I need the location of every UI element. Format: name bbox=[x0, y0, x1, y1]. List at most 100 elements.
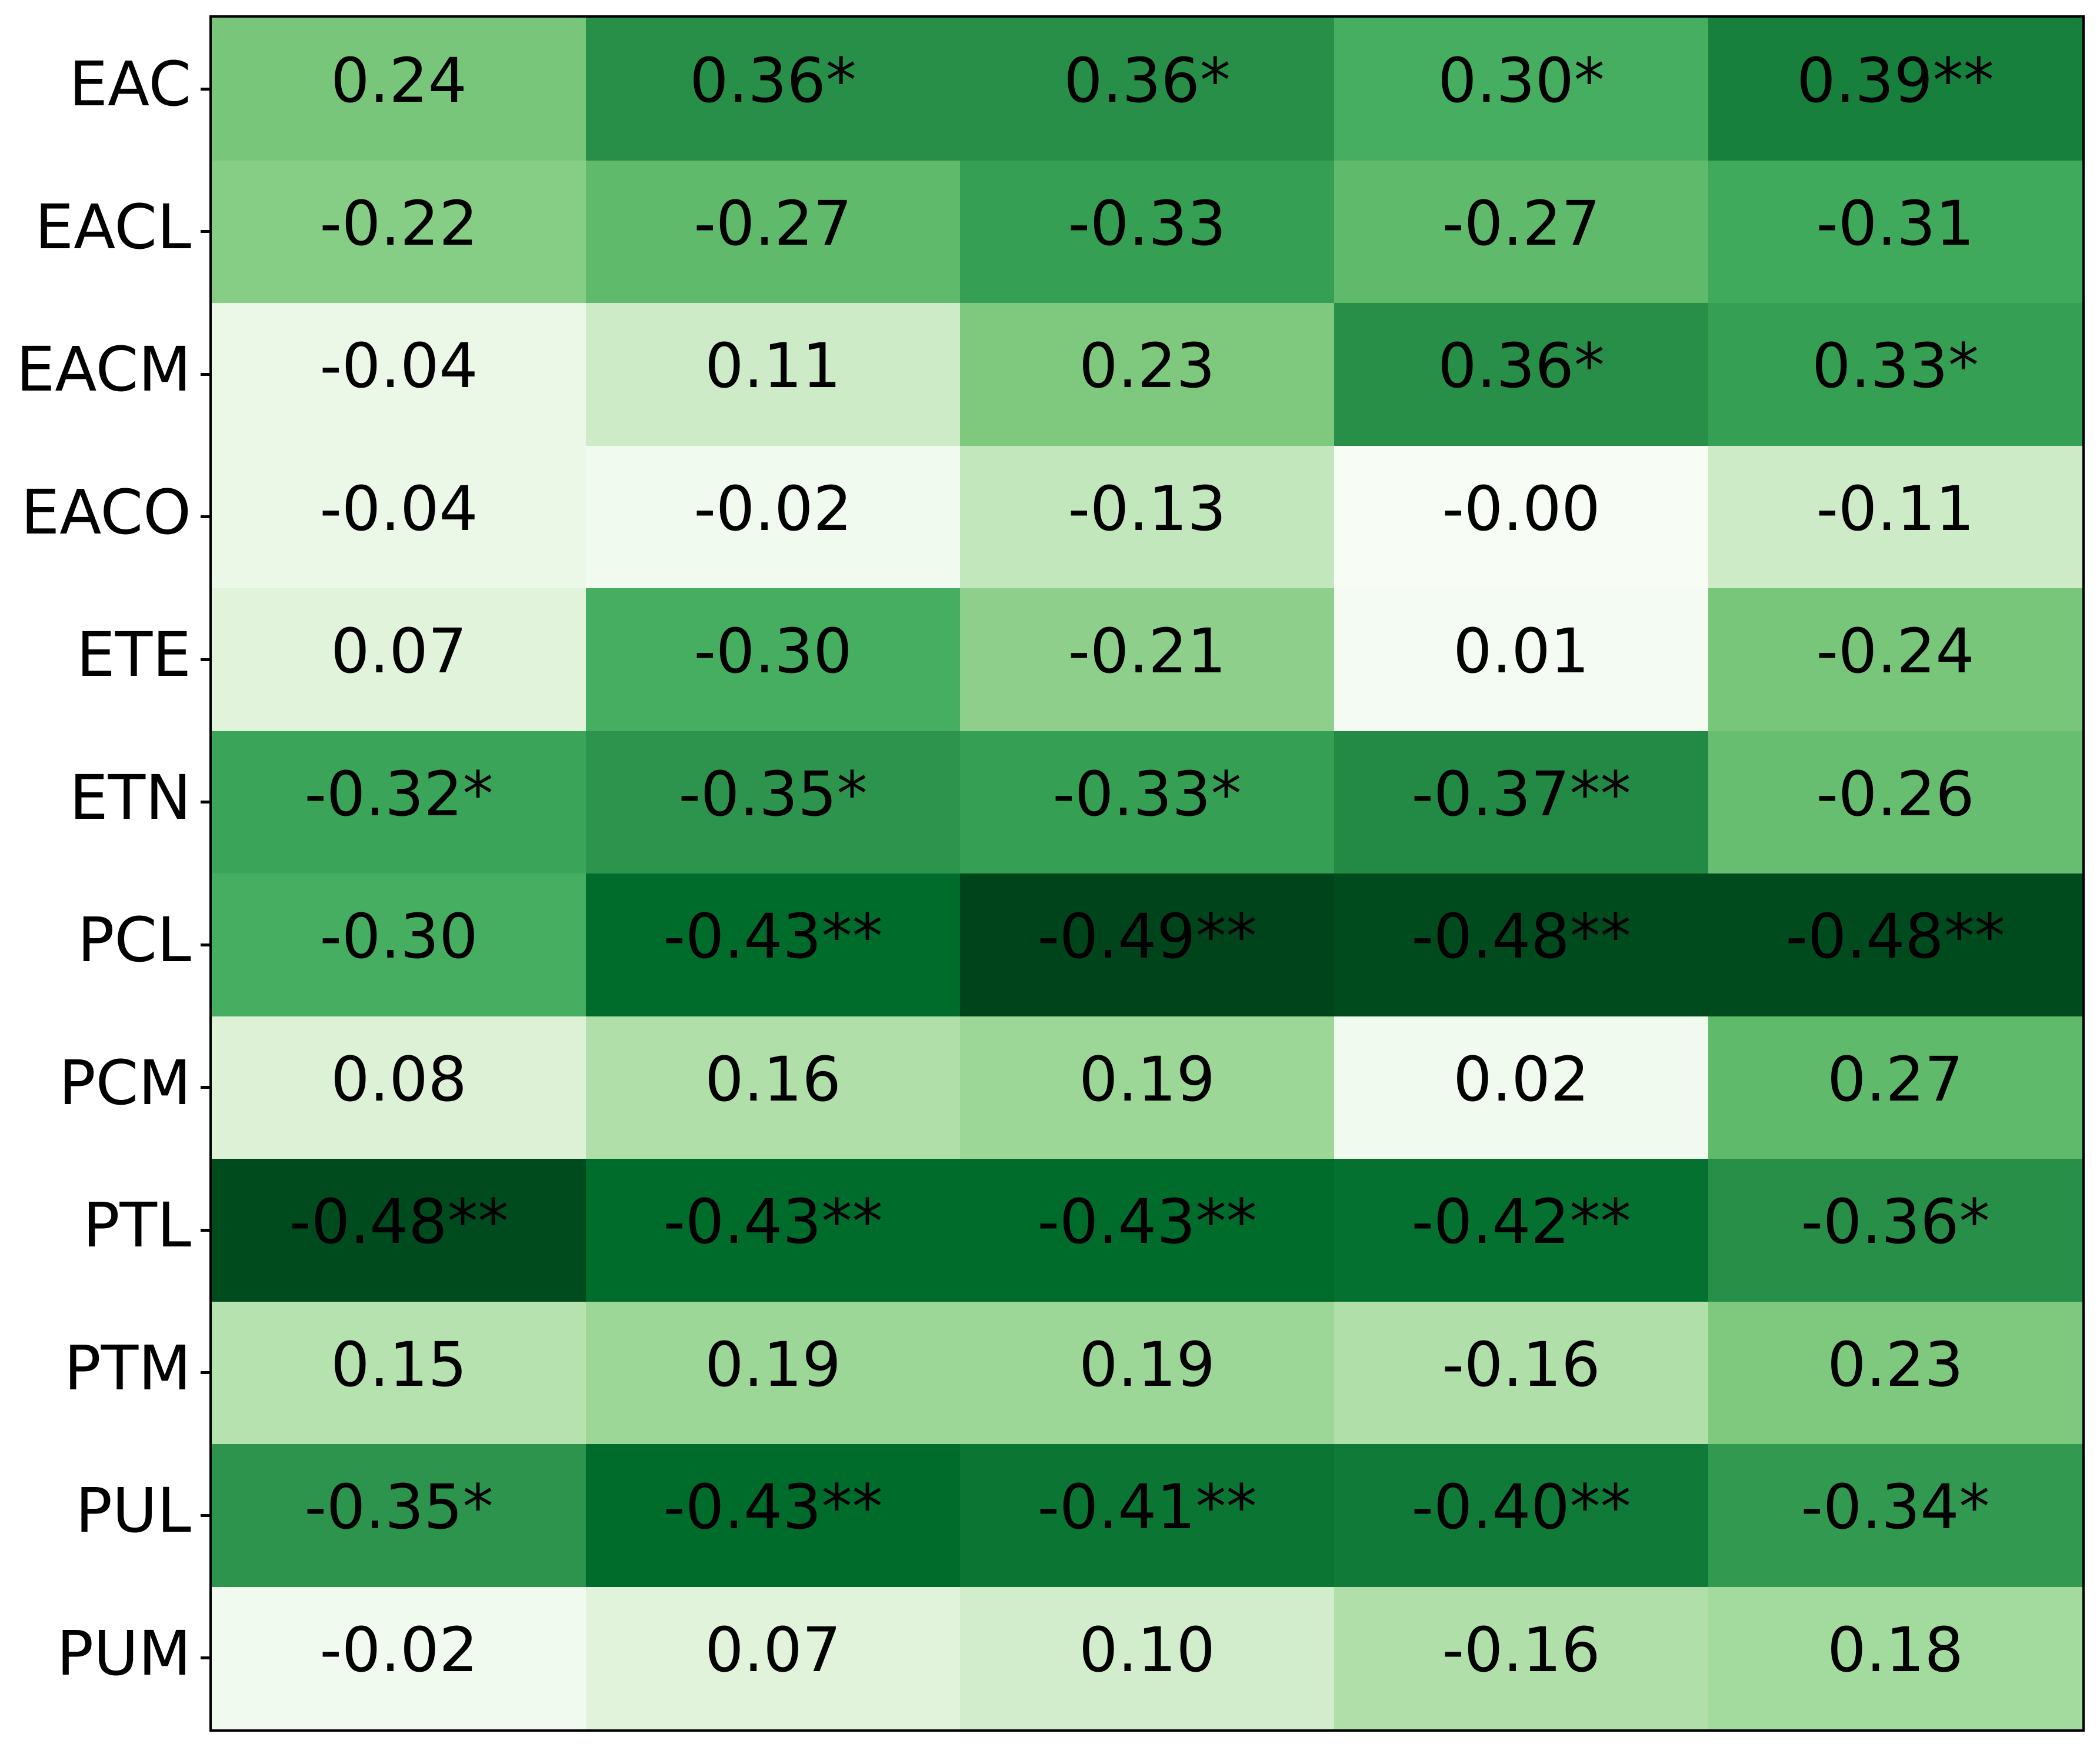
cell-value: -0.27 bbox=[694, 187, 852, 259]
heatmap-cell: -0.32* bbox=[212, 731, 586, 874]
cell-value: -0.22 bbox=[319, 187, 478, 259]
row-label-pul: PUL bbox=[75, 1475, 191, 1547]
cell-value: 0.33* bbox=[1812, 330, 1979, 402]
row-label-ptl: PTL bbox=[82, 1189, 191, 1262]
heatmap-cell: -0.27 bbox=[586, 160, 960, 303]
cell-value: 0.02 bbox=[1453, 1043, 1589, 1115]
heatmap-cell: 0.19 bbox=[960, 1016, 1334, 1159]
y-tick bbox=[201, 372, 209, 376]
y-tick bbox=[201, 943, 209, 946]
heatmap-cell: -0.41** bbox=[960, 1444, 1334, 1587]
row-label-eac: EAC bbox=[69, 48, 191, 121]
cell-value: 0.15 bbox=[331, 1328, 467, 1401]
heatmap-cell: 0.02 bbox=[1334, 1016, 1708, 1159]
heatmap-cell: -0.48** bbox=[1334, 874, 1708, 1016]
cell-value: -0.04 bbox=[319, 330, 478, 402]
heatmap-cell: 0.08 bbox=[212, 1016, 586, 1159]
heatmap-cell: -0.33 bbox=[960, 160, 1334, 303]
heatmap-cell: -0.11 bbox=[1708, 445, 2082, 588]
cell-value: -0.32* bbox=[304, 758, 494, 830]
heatmap-cell: 0.27 bbox=[1708, 1016, 2082, 1159]
heatmap-cell: 0.18 bbox=[1708, 1586, 2082, 1729]
heatmap-cell: 0.07 bbox=[586, 1586, 960, 1729]
cell-value: 0.11 bbox=[705, 330, 841, 402]
heatmap-cell: 0.39** bbox=[1708, 18, 2082, 161]
row-label-eaco: EACO bbox=[21, 476, 191, 548]
heatmap-cell: 0.15 bbox=[212, 1301, 586, 1444]
heatmap-cell: -0.43** bbox=[586, 1159, 960, 1302]
y-tick bbox=[201, 87, 209, 91]
cell-value: -0.02 bbox=[319, 1613, 478, 1686]
cell-value: -0.24 bbox=[1816, 615, 1975, 688]
heatmap-cell: 0.16 bbox=[586, 1016, 960, 1159]
heatmap-cell: -0.22 bbox=[212, 160, 586, 303]
heatmap-cell: 0.10 bbox=[960, 1586, 1334, 1729]
cell-value: -0.35* bbox=[304, 1471, 494, 1543]
row-label-pcm: PCM bbox=[58, 1046, 191, 1119]
row-label-group: PTL bbox=[0, 1159, 209, 1302]
cell-value: -0.43** bbox=[1037, 1186, 1257, 1258]
cell-value: -0.33* bbox=[1052, 758, 1242, 830]
cell-value: -0.35* bbox=[678, 758, 868, 830]
y-tick bbox=[201, 1228, 209, 1232]
cell-value: -0.26 bbox=[1816, 758, 1975, 830]
y-axis: EAC EACL EACM EACO ETE ETN PCL PCM PTL P… bbox=[0, 18, 209, 1729]
heatmap-cell: 0.19 bbox=[960, 1301, 1334, 1444]
row-label-ete: ETE bbox=[76, 619, 191, 691]
heatmap-cell: 0.07 bbox=[212, 588, 586, 731]
heatmap-cell: -0.21 bbox=[960, 588, 1334, 731]
heatmap-cell: -0.48** bbox=[212, 1159, 586, 1302]
cell-value: -0.48** bbox=[1785, 901, 2005, 973]
cell-value: -0.31 bbox=[1816, 187, 1975, 259]
heatmap-cell: -0.40** bbox=[1334, 1444, 1708, 1587]
heatmap-cell: 0.23 bbox=[1708, 1301, 2082, 1444]
heatmap-cell: -0.27 bbox=[1334, 160, 1708, 303]
y-tick bbox=[201, 1513, 209, 1517]
y-tick bbox=[201, 1371, 209, 1375]
cell-value: 0.27 bbox=[1827, 1043, 1964, 1115]
heatmap-cell: -0.02 bbox=[212, 1586, 586, 1729]
heatmap-cell: 0.24 bbox=[212, 18, 586, 161]
row-label-ptm: PTM bbox=[64, 1332, 191, 1404]
y-tick bbox=[201, 658, 209, 661]
cell-value: -0.02 bbox=[694, 472, 852, 545]
cell-value: 0.23 bbox=[1827, 1328, 1964, 1401]
cell-value: -0.16 bbox=[1442, 1328, 1601, 1401]
cell-value: 0.36* bbox=[689, 45, 856, 117]
cell-value: -0.48** bbox=[1411, 901, 1631, 973]
row-label-group: EACL bbox=[0, 161, 209, 304]
cell-value: 0.16 bbox=[705, 1043, 841, 1115]
cell-value: -0.42** bbox=[1411, 1186, 1631, 1258]
cell-value: 0.23 bbox=[1079, 330, 1215, 402]
cell-value: 0.24 bbox=[331, 45, 467, 117]
row-label-eacm: EACM bbox=[16, 334, 191, 406]
cell-value: -0.36* bbox=[1801, 1186, 1990, 1258]
cell-value: 0.36* bbox=[1438, 330, 1605, 402]
heatmap-cell: -0.35* bbox=[212, 1444, 586, 1587]
cell-value: 0.01 bbox=[1453, 615, 1589, 688]
heatmap-cell: 0.36* bbox=[960, 18, 1334, 161]
heatmap-cell: 0.33* bbox=[1708, 303, 2082, 446]
heatmap-cell: -0.31 bbox=[1708, 160, 2082, 303]
cell-value: 0.07 bbox=[331, 615, 467, 688]
heatmap-cell: -0.42** bbox=[1334, 1159, 1708, 1302]
cell-value: -0.13 bbox=[1068, 472, 1226, 545]
cell-value: 0.08 bbox=[331, 1043, 467, 1115]
cell-value: 0.19 bbox=[1079, 1043, 1215, 1115]
heatmap-cell: -0.36* bbox=[1708, 1159, 2082, 1302]
heatmap-cell: 0.23 bbox=[960, 303, 1334, 446]
cell-value: -0.37** bbox=[1411, 758, 1631, 830]
row-label-group: ETN bbox=[0, 731, 209, 874]
row-label-etn: ETN bbox=[69, 761, 191, 834]
cell-value: 0.36* bbox=[1064, 45, 1231, 117]
cell-value: -0.30 bbox=[319, 901, 478, 973]
row-label-group: PUL bbox=[0, 1444, 209, 1587]
heatmap-cell: 0.19 bbox=[586, 1301, 960, 1444]
row-label-group: EACM bbox=[0, 303, 209, 446]
row-label-eacl: EACL bbox=[35, 191, 191, 263]
cell-value: -0.48** bbox=[289, 1186, 509, 1258]
cell-value: -0.40** bbox=[1411, 1471, 1631, 1543]
heatmap-cell: -0.35* bbox=[586, 731, 960, 874]
heatmap-cell: -0.00 bbox=[1334, 445, 1708, 588]
heatmap-cell: -0.43** bbox=[586, 874, 960, 1016]
